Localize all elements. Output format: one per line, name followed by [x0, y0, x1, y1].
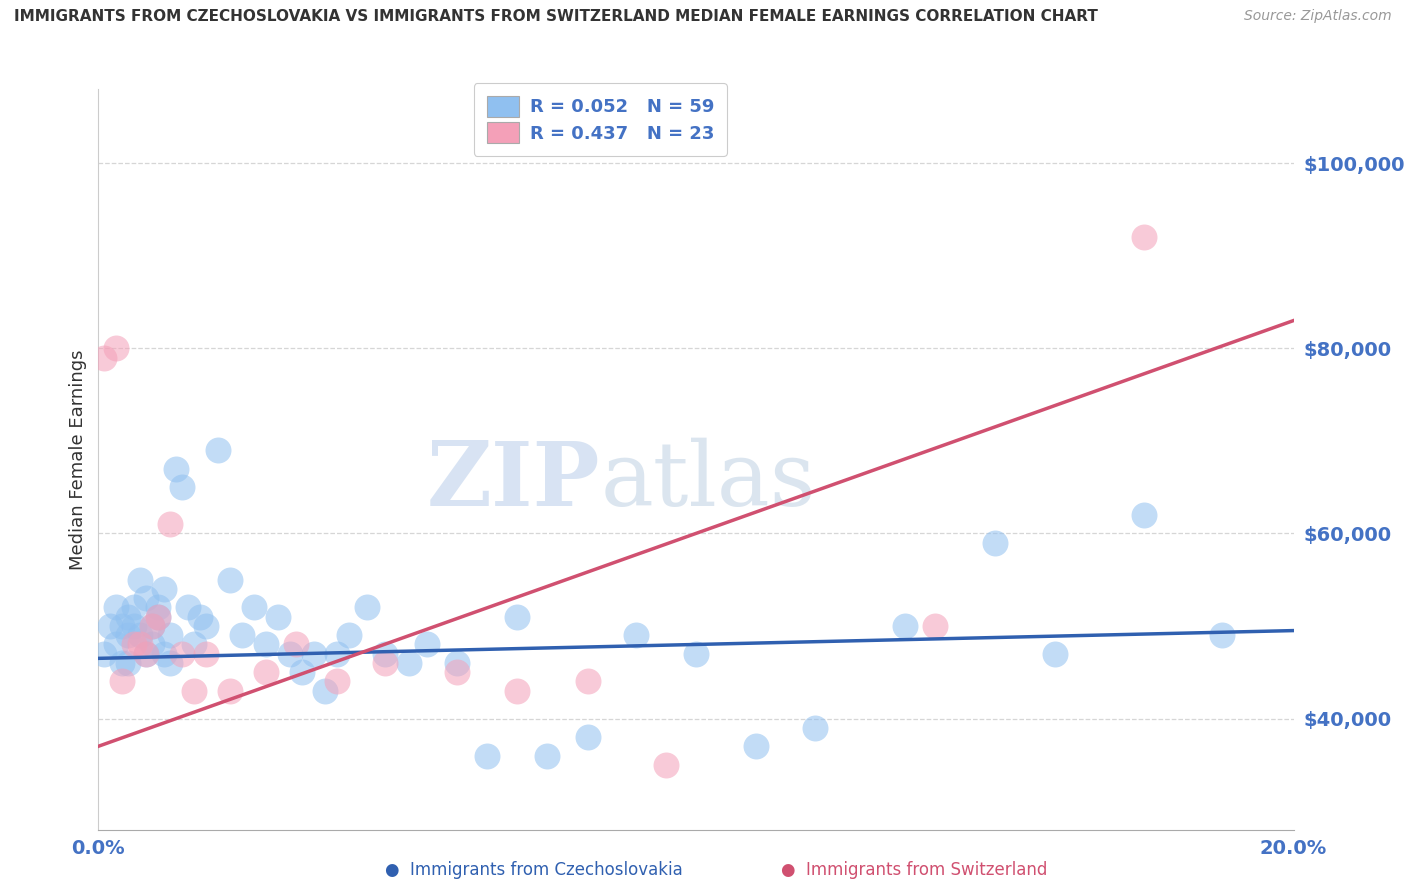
Point — [117, 628, 139, 642]
Point — [159, 517, 181, 532]
Point — [141, 637, 163, 651]
Point — [141, 619, 163, 633]
Point — [326, 674, 349, 689]
Point — [506, 683, 529, 698]
Text: atlas: atlas — [600, 438, 815, 525]
Point — [219, 683, 242, 698]
Point — [135, 591, 157, 606]
Point — [626, 628, 648, 642]
Point — [291, 665, 314, 680]
Point — [267, 609, 290, 624]
Point — [124, 637, 146, 651]
Point — [374, 647, 396, 661]
Point — [578, 730, 600, 744]
Point — [804, 721, 827, 735]
Point — [105, 341, 128, 355]
Point — [207, 443, 229, 458]
Point — [254, 637, 277, 651]
Point — [148, 600, 170, 615]
Point — [153, 647, 176, 661]
Point — [655, 757, 678, 772]
Point — [188, 609, 211, 624]
Point — [315, 683, 337, 698]
Point — [446, 656, 468, 670]
Point — [475, 748, 498, 763]
Point — [1133, 230, 1156, 244]
Point — [148, 609, 170, 624]
Point — [254, 665, 277, 680]
Point — [117, 609, 139, 624]
Point — [195, 647, 218, 661]
Point — [93, 647, 115, 661]
Point — [159, 656, 181, 670]
Point — [172, 480, 194, 494]
Text: ZIP: ZIP — [427, 438, 600, 525]
Point — [446, 665, 468, 680]
Point — [159, 628, 181, 642]
Point — [924, 619, 946, 633]
Point — [93, 351, 115, 365]
Point — [117, 656, 139, 670]
Point — [165, 461, 187, 475]
Point — [135, 647, 157, 661]
Point — [219, 573, 242, 587]
Point — [339, 628, 361, 642]
Point — [536, 748, 558, 763]
Point — [105, 637, 128, 651]
Point — [129, 573, 152, 587]
Point — [105, 600, 128, 615]
Point — [894, 619, 917, 633]
Point — [172, 647, 194, 661]
Point — [124, 600, 146, 615]
Point — [153, 582, 176, 596]
Point — [374, 656, 396, 670]
Point — [685, 647, 707, 661]
Point — [284, 637, 307, 651]
Point — [129, 637, 152, 651]
Point — [111, 619, 134, 633]
Point — [984, 535, 1007, 549]
Legend: R = 0.052   N = 59, R = 0.437   N = 23: R = 0.052 N = 59, R = 0.437 N = 23 — [474, 84, 727, 156]
Point — [506, 609, 529, 624]
Point — [578, 674, 600, 689]
Point — [1133, 508, 1156, 522]
Point — [416, 637, 439, 651]
Point — [129, 628, 152, 642]
Point — [243, 600, 266, 615]
Text: ●  Immigrants from Switzerland: ● Immigrants from Switzerland — [780, 861, 1047, 879]
Point — [111, 656, 134, 670]
Point — [183, 683, 205, 698]
Point — [98, 619, 122, 633]
Point — [135, 647, 157, 661]
Text: ●  Immigrants from Czechoslovakia: ● Immigrants from Czechoslovakia — [385, 861, 683, 879]
Point — [356, 600, 378, 615]
Point — [183, 637, 205, 651]
Point — [148, 609, 170, 624]
Point — [141, 619, 163, 633]
Point — [1043, 647, 1066, 661]
Point — [326, 647, 349, 661]
Text: IMMIGRANTS FROM CZECHOSLOVAKIA VS IMMIGRANTS FROM SWITZERLAND MEDIAN FEMALE EARN: IMMIGRANTS FROM CZECHOSLOVAKIA VS IMMIGR… — [14, 9, 1098, 24]
Point — [302, 647, 325, 661]
Text: Source: ZipAtlas.com: Source: ZipAtlas.com — [1244, 9, 1392, 23]
Point — [124, 619, 146, 633]
Point — [231, 628, 253, 642]
Point — [177, 600, 200, 615]
Point — [278, 647, 301, 661]
Point — [398, 656, 420, 670]
Y-axis label: Median Female Earnings: Median Female Earnings — [69, 349, 87, 570]
Point — [1211, 628, 1233, 642]
Point — [111, 674, 134, 689]
Point — [195, 619, 218, 633]
Point — [745, 739, 768, 754]
